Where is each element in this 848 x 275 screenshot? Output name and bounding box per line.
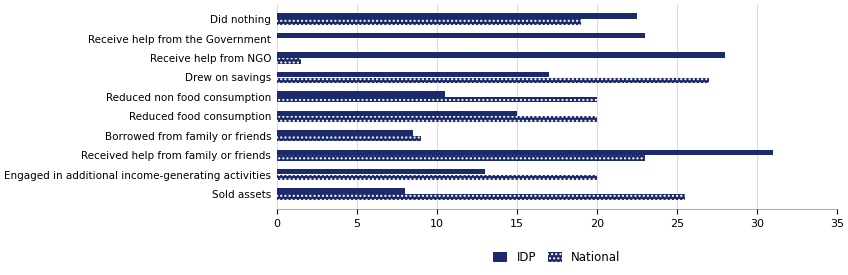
Bar	[276, 136, 421, 141]
Bar	[276, 97, 597, 103]
Bar	[276, 117, 597, 122]
Bar	[276, 33, 644, 38]
Bar	[276, 169, 485, 174]
Bar	[276, 188, 404, 194]
Bar	[276, 91, 444, 97]
Bar	[276, 58, 301, 64]
Bar	[276, 130, 413, 136]
Bar	[276, 150, 773, 155]
Bar	[276, 175, 597, 180]
Bar	[276, 155, 644, 161]
Bar	[276, 52, 725, 58]
Bar	[276, 194, 685, 200]
Legend: IDP, National: IDP, National	[488, 246, 626, 269]
Bar	[276, 111, 516, 116]
Bar	[276, 19, 581, 25]
Bar	[276, 72, 549, 77]
Bar	[276, 78, 709, 83]
Bar	[276, 13, 637, 19]
